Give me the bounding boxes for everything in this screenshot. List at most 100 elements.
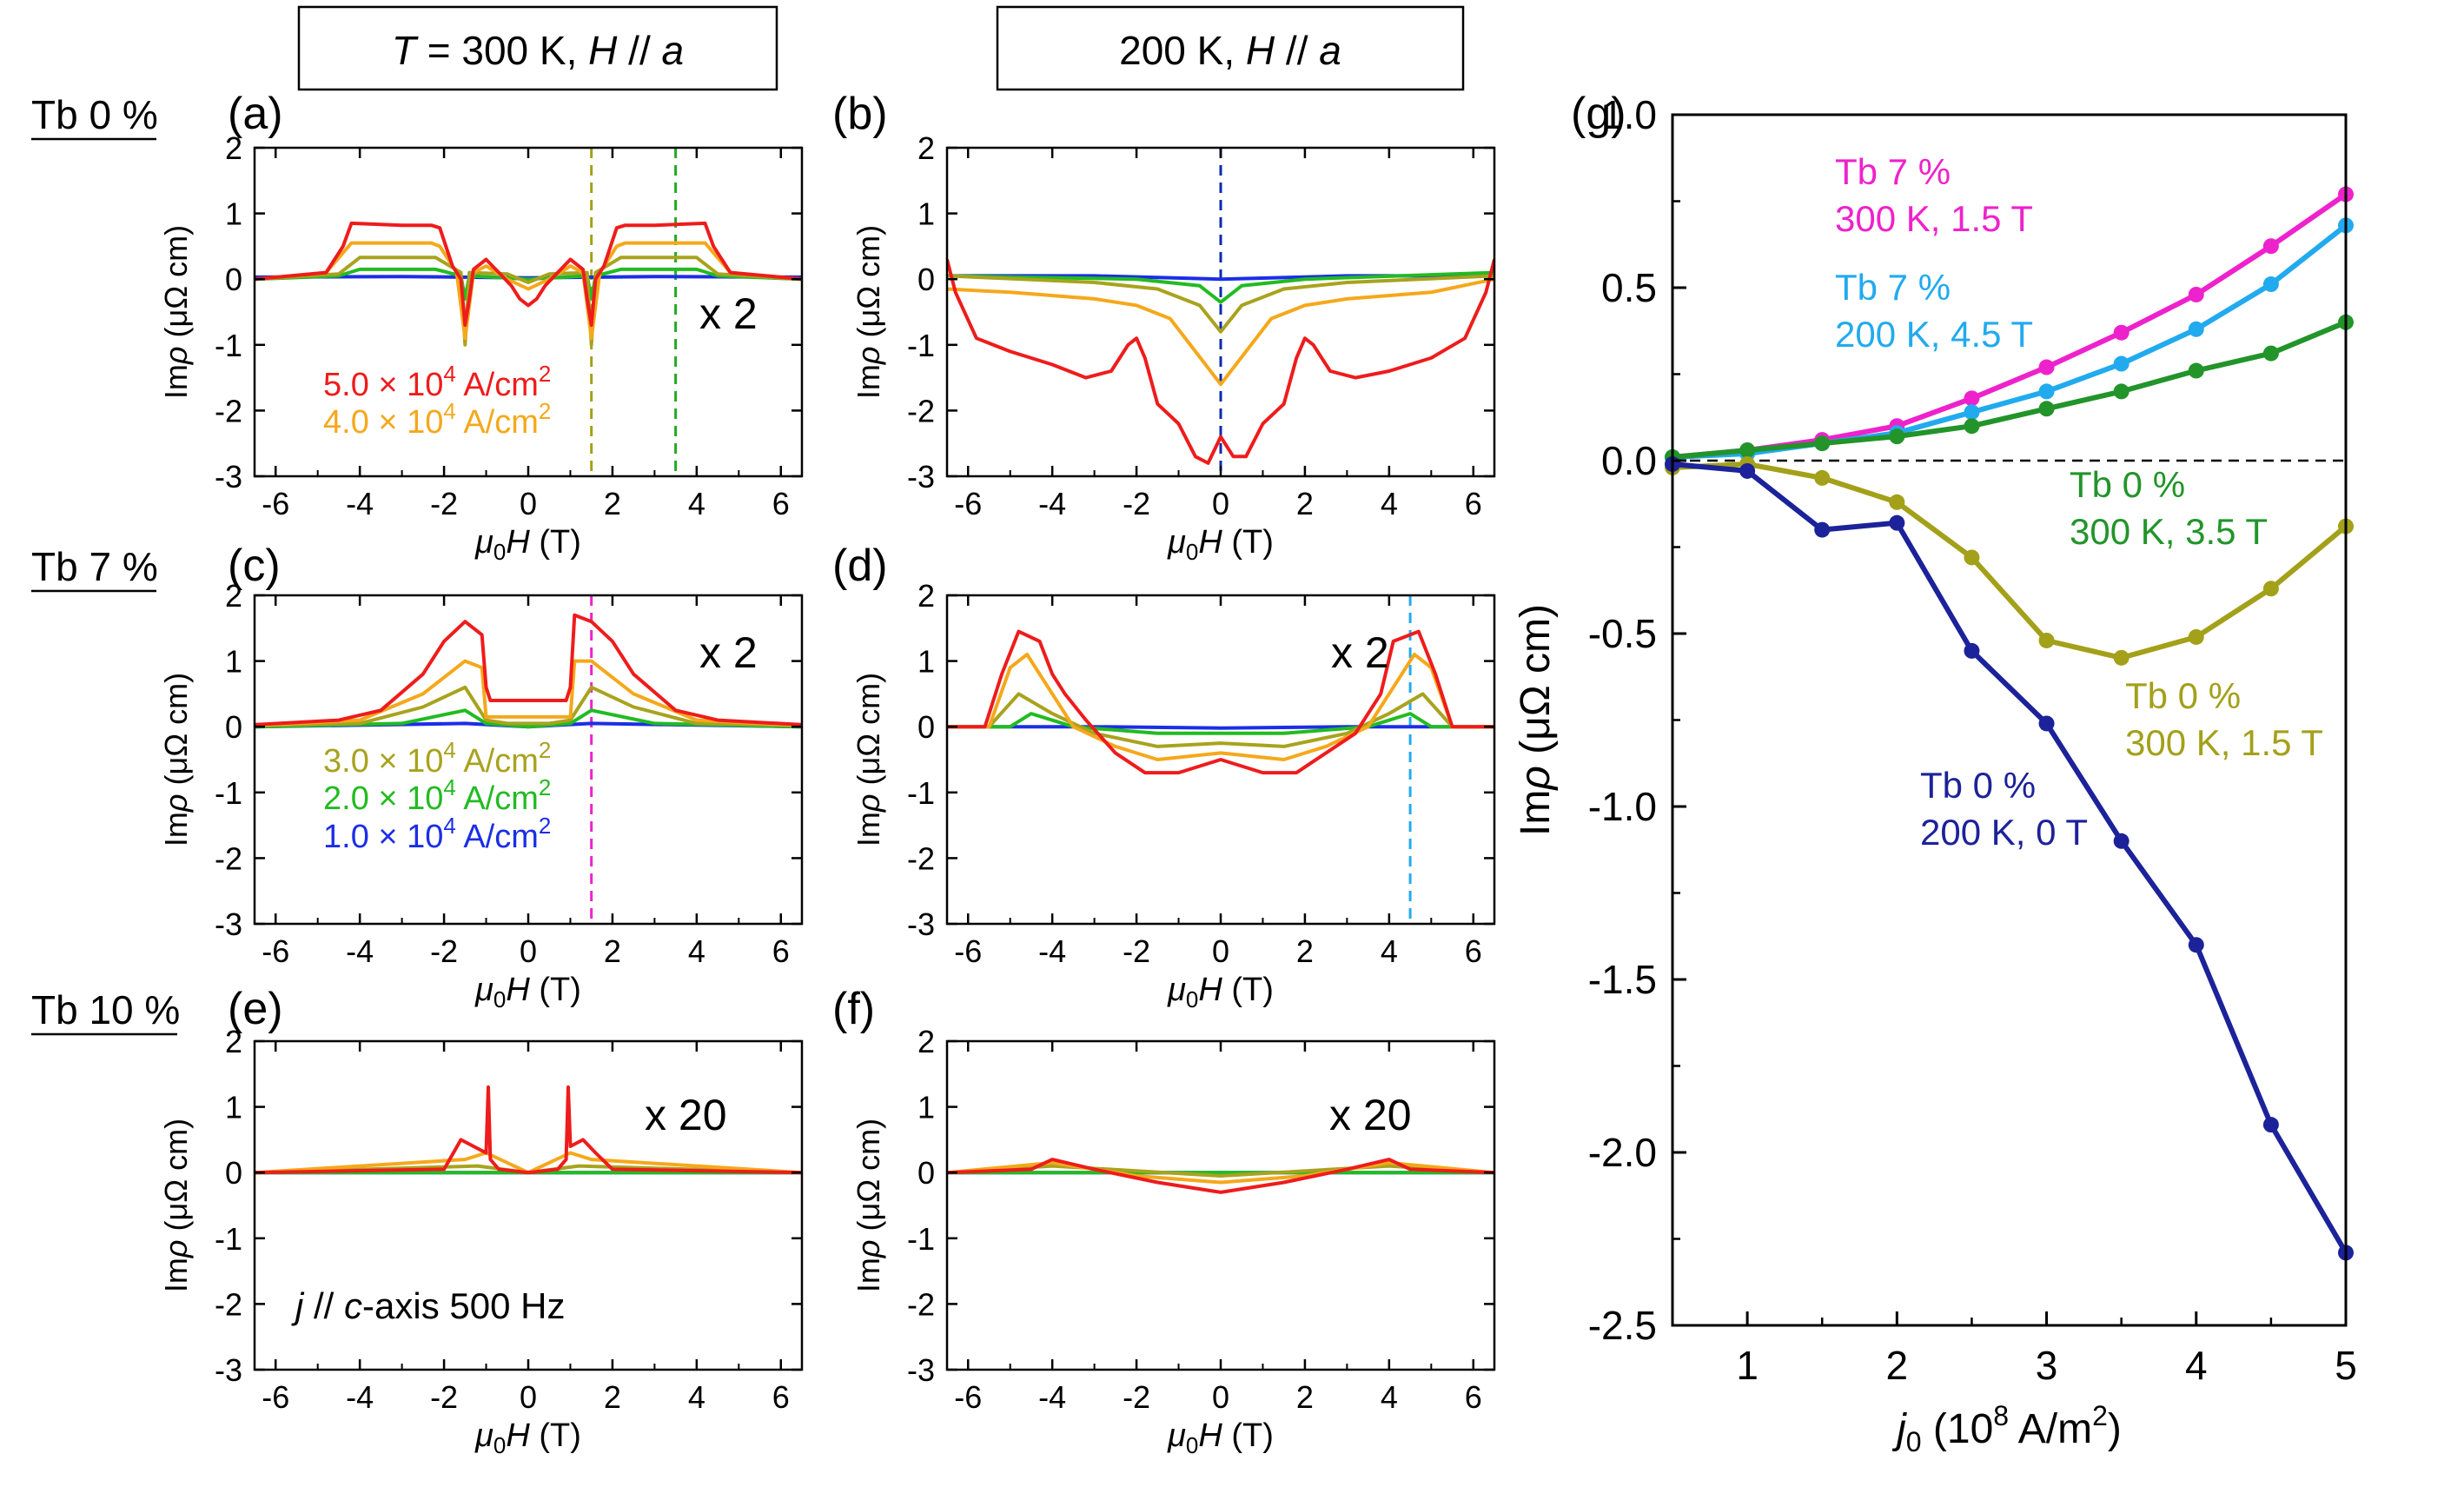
legend-unit-exp: 2	[539, 774, 551, 800]
x-tick-label: 2	[604, 1379, 621, 1415]
y-axis-label: Imρ (μΩ cm)	[158, 1119, 194, 1292]
header-part: //	[1275, 28, 1319, 73]
x-tick-label: 6	[772, 1379, 790, 1415]
x-label-unit: (T)	[1222, 972, 1274, 1008]
y-tick-label: -2	[907, 1286, 935, 1322]
multiplier-label: x 20	[645, 1091, 727, 1139]
data-point	[2262, 581, 2279, 597]
legend-unit: A/cm	[456, 743, 539, 780]
y-tick-label: 0	[225, 262, 242, 297]
y-axis-label: Imρ (μΩ cm)	[851, 1119, 886, 1292]
x-label-close: )	[2108, 1406, 2122, 1452]
note-rest: -axis 500 Hz	[362, 1285, 565, 1326]
x-label-sup: 8	[1993, 1400, 2009, 1431]
series-line	[947, 1158, 1494, 1194]
x-tick-label: 2	[1296, 486, 1314, 521]
series-label-condition: 300 K, 1.5 T	[2125, 722, 2323, 763]
x-axis-label: μ0H (T)	[474, 524, 581, 565]
header-part: a	[662, 28, 685, 73]
y-tick-label: -1	[907, 328, 935, 363]
plot-frame	[1671, 113, 2348, 1327]
x-tick-label: 0	[1212, 933, 1229, 969]
y-label-rho: ρ	[851, 1240, 886, 1259]
x-label-h: H	[1198, 1417, 1222, 1454]
y-tick-label: -2	[215, 393, 242, 428]
series-line	[947, 1160, 1494, 1185]
x-label-sub: 0	[493, 1432, 506, 1458]
y-tick-label: -1	[215, 775, 242, 811]
x-tick-label: -4	[346, 486, 374, 521]
x-tick-label: 2	[604, 486, 621, 521]
y-label-rho: ρ	[1513, 766, 1559, 792]
y-tick-label: 1	[225, 196, 242, 232]
header-part: H	[588, 28, 618, 73]
x-tick-label: -2	[1123, 933, 1150, 969]
header-part: H	[1246, 28, 1275, 73]
x-tick-label: 4	[2185, 1343, 2208, 1388]
y-label-unit: (μΩ cm)	[1513, 604, 1559, 766]
series-label-condition: 200 K, 4.5 T	[1835, 314, 2033, 355]
x-tick-label: -6	[954, 486, 982, 521]
x-tick-label: 4	[1381, 933, 1398, 969]
y-label-im: Im	[851, 364, 886, 399]
legend-unit-exp: 2	[539, 398, 551, 424]
x-tick-label: -6	[262, 486, 289, 521]
series-label-condition: 300 K, 3.5 T	[2070, 511, 2268, 552]
x-label-h: H	[506, 972, 530, 1008]
row-label-3: Tb 10 %	[31, 987, 180, 1032]
series-line	[255, 256, 802, 347]
y-tick-label: -2.5	[1588, 1303, 1657, 1348]
x-tick-label: -4	[346, 933, 374, 969]
x-tick-label: 0	[1212, 1379, 1229, 1415]
x-tick-label: -2	[1123, 486, 1150, 521]
x-tick-label: -6	[262, 1379, 289, 1415]
data-point	[2038, 359, 2055, 375]
series-line	[255, 708, 802, 729]
data-point	[1964, 642, 1980, 659]
plot-frame	[945, 1039, 1496, 1371]
y-label-unit: (μΩ cm)	[851, 225, 886, 347]
series-line	[947, 629, 1494, 775]
y-tick-label: 2	[917, 578, 935, 614]
panel-letter: (e)	[228, 984, 283, 1034]
x-label-h: H	[1198, 524, 1222, 561]
panel-letter: (f)	[832, 984, 875, 1034]
x-tick-label: -6	[954, 933, 982, 969]
y-label-unit: (μΩ cm)	[851, 673, 886, 794]
legend-unit-exp: 2	[539, 361, 551, 387]
x-tick-label: 4	[1381, 486, 1398, 521]
note-mid: //	[303, 1285, 344, 1326]
x-label-unit: (T)	[1222, 524, 1274, 561]
data-point	[2113, 355, 2130, 372]
data-point	[2262, 1117, 2279, 1133]
legend-entry-3: 3.0 × 104 A/cm2	[323, 737, 551, 780]
y-tick-label: 0	[917, 262, 935, 297]
row-label-1: Tb 0 %	[31, 92, 158, 137]
x-tick-label: 5	[2335, 1343, 2357, 1388]
legend-exp: 4	[443, 398, 455, 424]
series-label-name: Tb 7 %	[1835, 151, 1951, 192]
y-label-rho: ρ	[158, 794, 194, 813]
x-label-unit: (T)	[530, 524, 581, 561]
y-tick-label: -1.0	[1588, 784, 1657, 829]
y-tick-label: -3	[215, 1352, 242, 1388]
x-tick-label: 4	[1381, 1379, 1398, 1415]
legend-exp: 4	[443, 774, 455, 800]
legend-unit-exp: 2	[539, 737, 551, 763]
header-part: = 300 K,	[416, 28, 588, 73]
x-tick-label: 1	[1736, 1343, 1759, 1388]
data-point	[1739, 462, 1756, 479]
y-tick-label: 2	[917, 130, 935, 166]
legend-unit: A/cm	[456, 819, 539, 855]
x-tick-label: 0	[520, 1379, 537, 1415]
legend-unit: A/cm	[456, 404, 539, 441]
y-axis-label: Imρ (μΩ cm)	[158, 673, 194, 846]
data-point	[2188, 937, 2204, 953]
y-label-rho: ρ	[158, 347, 194, 366]
series-label-name: Tb 7 %	[1835, 267, 1951, 308]
y-tick-label: -3	[215, 459, 242, 495]
data-point	[2188, 321, 2204, 337]
series-line	[947, 725, 1494, 730]
series-3	[1665, 314, 2354, 466]
